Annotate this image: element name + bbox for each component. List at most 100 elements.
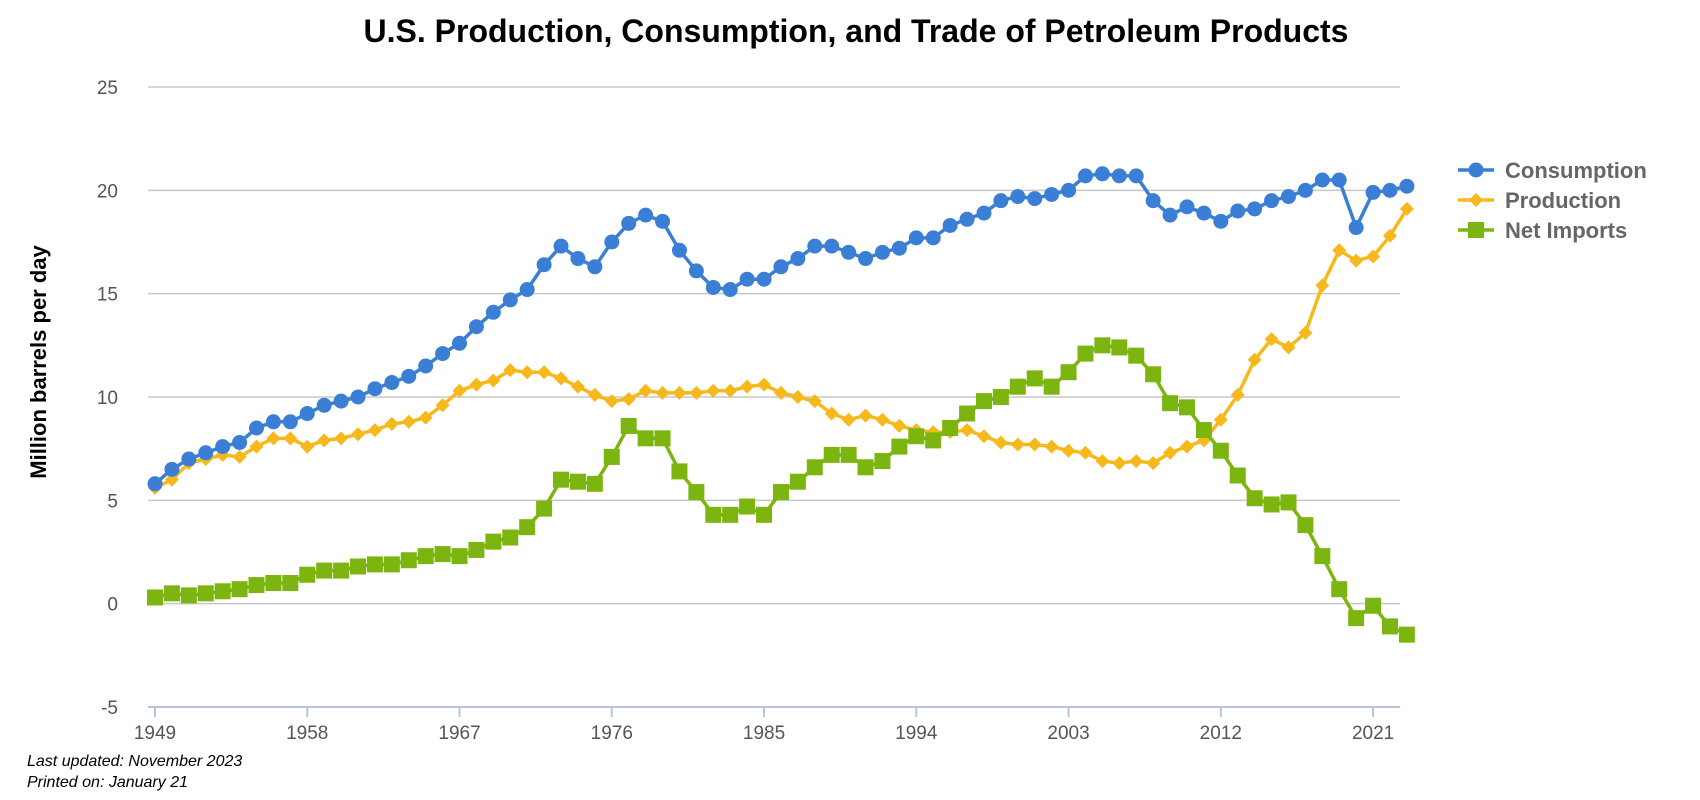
production-point	[993, 435, 1008, 450]
net-imports-point	[519, 519, 536, 536]
net-imports-point	[722, 506, 739, 523]
production-point	[367, 423, 382, 438]
y-tick-label: 0	[107, 595, 118, 616]
consumption-point	[773, 259, 789, 275]
consumption-point	[1213, 213, 1229, 229]
consumption-point	[333, 393, 349, 409]
net-imports-point	[1178, 399, 1195, 416]
production-point	[570, 379, 585, 394]
net-imports-point	[1365, 597, 1382, 614]
production-point	[1027, 437, 1042, 452]
consumption-point	[739, 271, 755, 287]
production-point	[892, 418, 907, 433]
x-tick-label: 1985	[743, 723, 785, 744]
net-imports-point	[637, 430, 654, 447]
production-point	[672, 385, 687, 400]
production-point	[807, 394, 822, 409]
consumption-point	[959, 211, 975, 227]
net-imports-point	[1280, 494, 1297, 511]
consumption-point	[655, 213, 671, 229]
consumption-point	[1196, 205, 1212, 221]
consumption-point	[1365, 184, 1381, 200]
consumption-point	[790, 251, 806, 267]
net-imports-point	[485, 533, 502, 550]
consumption-point	[198, 445, 214, 461]
legend-item-consumption[interactable]: Consumption	[1458, 158, 1647, 183]
x-axis: 1949 1958 1967 1976 1985 1994 2003 2012 2021	[134, 706, 1400, 744]
consumption-series	[147, 166, 1415, 492]
net-imports-point	[603, 448, 620, 465]
consumption-point	[621, 215, 637, 231]
y-axis: -5 0 5 10 15 20 25	[97, 78, 118, 719]
legend-label: Net Imports	[1505, 218, 1627, 243]
production-point	[1112, 456, 1127, 471]
net-imports-point	[569, 473, 586, 490]
production-point	[1010, 437, 1025, 452]
legend-item-net-imports[interactable]: Net Imports	[1458, 218, 1627, 243]
consumption-point	[824, 238, 840, 254]
net-imports-point	[1077, 345, 1094, 362]
production-point	[384, 416, 399, 431]
net-imports-point	[316, 562, 333, 579]
consumption-point	[1111, 168, 1127, 184]
consumption-point	[1094, 166, 1110, 182]
consumption-point	[350, 389, 366, 405]
net-imports-point	[1043, 378, 1060, 395]
net-imports-point	[434, 546, 451, 563]
production-point	[638, 383, 653, 398]
legend-label: Consumption	[1505, 158, 1647, 183]
production-point	[1179, 439, 1194, 454]
net-imports-point	[333, 562, 350, 579]
consumption-point	[587, 259, 603, 275]
production-point	[266, 431, 281, 446]
net-imports-point	[586, 475, 603, 492]
consumption-point	[1399, 178, 1415, 194]
production-point	[604, 394, 619, 409]
consumption-point	[891, 240, 907, 256]
production-point	[587, 387, 602, 402]
consumption-point	[993, 193, 1009, 209]
consumption-point	[485, 304, 501, 320]
legend[interactable]: Consumption Production Net Imports	[1458, 158, 1647, 243]
production-point	[655, 385, 670, 400]
series-layer	[147, 166, 1415, 643]
consumption-point	[1027, 191, 1043, 207]
legend-item-production[interactable]: Production	[1458, 188, 1621, 213]
last-updated-note: Last updated: November 2023	[27, 753, 243, 770]
production-point	[435, 398, 450, 413]
net-imports-point	[1094, 337, 1111, 354]
net-imports-point	[874, 453, 891, 470]
net-imports-point	[671, 463, 688, 480]
production-point	[300, 439, 315, 454]
production-point	[1281, 340, 1296, 355]
production-point	[740, 379, 755, 394]
net-imports-point	[1246, 490, 1263, 507]
production-point	[1349, 253, 1364, 268]
x-tick-label: 1958	[286, 723, 328, 744]
net-imports-point	[975, 393, 992, 410]
net-imports-point	[1348, 610, 1365, 627]
y-tick-label: 5	[107, 491, 118, 512]
consumption-point	[468, 319, 484, 335]
production-point	[689, 385, 704, 400]
net-imports-point	[1212, 442, 1229, 459]
chart-title: U.S. Production, Consumption, and Trade …	[364, 13, 1349, 49]
production-point	[858, 408, 873, 423]
consumption-point	[1179, 199, 1195, 215]
consumption-point	[1247, 201, 1263, 217]
x-tick-label: 2021	[1352, 723, 1394, 744]
consumption-point	[502, 292, 518, 308]
consumption-point	[1162, 207, 1178, 223]
consumption-point	[1264, 193, 1280, 209]
production-point	[1129, 454, 1144, 469]
production-point	[469, 377, 484, 392]
production-point	[706, 383, 721, 398]
production-point	[1146, 456, 1161, 471]
production-point	[554, 371, 569, 386]
consumption-point	[282, 414, 298, 430]
net-imports-point	[502, 529, 519, 546]
consumption-point	[604, 234, 620, 250]
net-imports-point	[654, 430, 671, 447]
consumption-point	[435, 346, 451, 362]
net-imports-point	[959, 405, 976, 422]
